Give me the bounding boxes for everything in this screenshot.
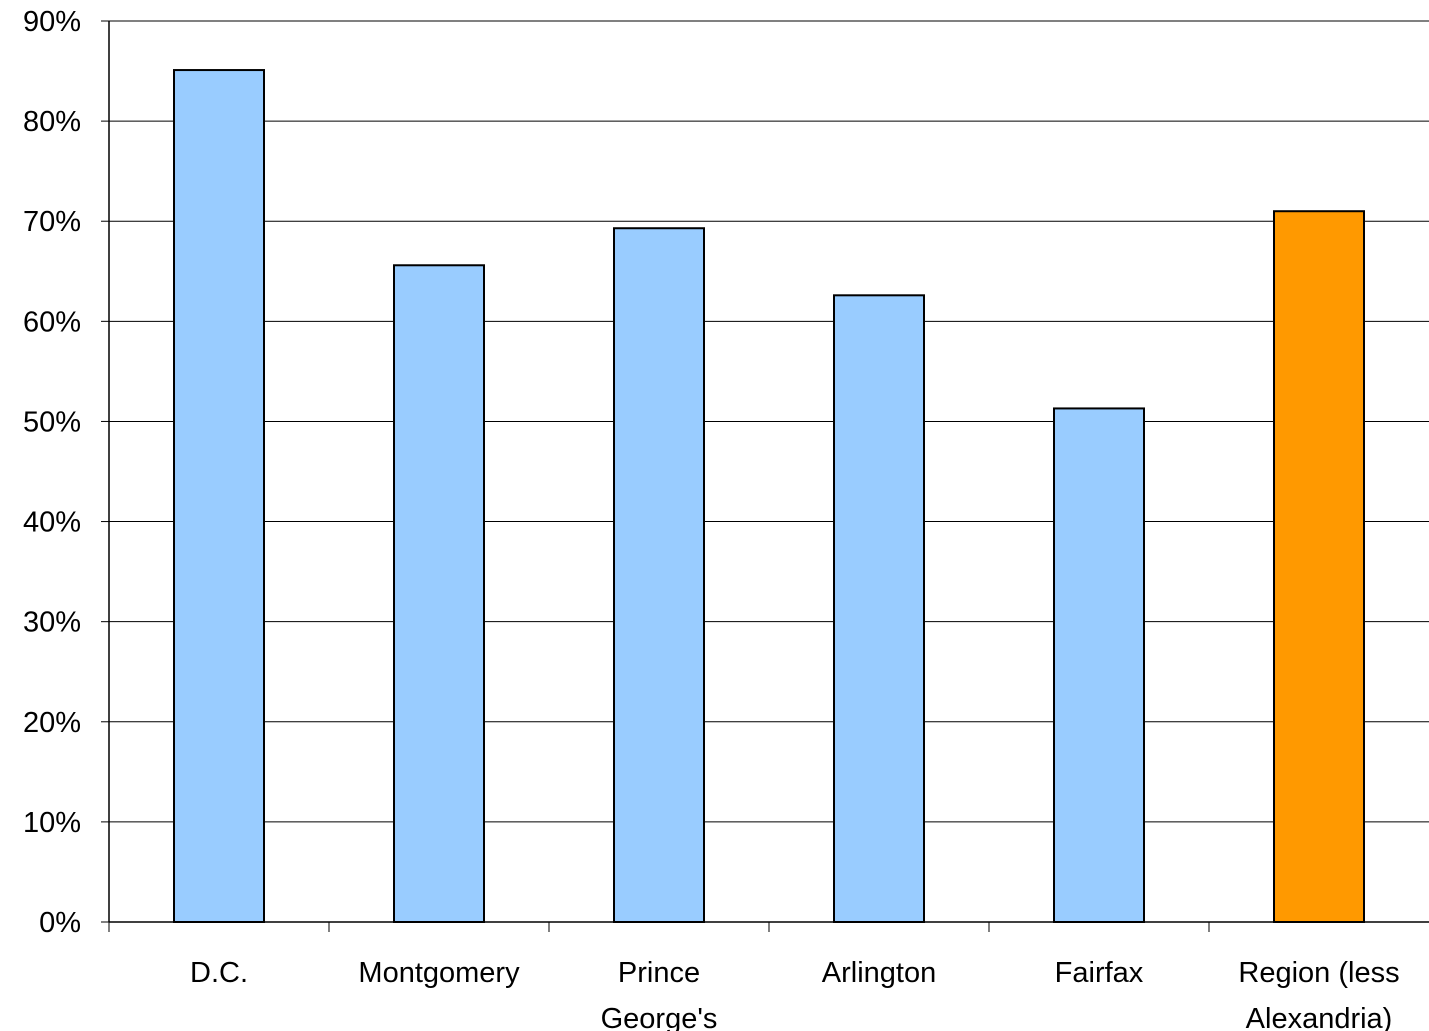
x-tick-label: Prince George's (601, 957, 718, 1031)
x-tick-label-line: George's (601, 1003, 718, 1031)
x-tick-label: Montgomery (358, 957, 520, 989)
y-tick-label: 10% (23, 807, 81, 839)
y-tick-label: 20% (23, 707, 81, 739)
bars (173, 69, 1365, 924)
x-tick-label-line: Arlington (822, 957, 936, 989)
y-tick-label: 80% (23, 106, 81, 138)
bar (833, 294, 925, 923)
x-tick-label-line: Prince (618, 957, 700, 989)
gridlines (109, 20, 1429, 823)
y-tick-label: 30% (23, 607, 81, 639)
x-tick-label-line: Region (less (1238, 957, 1399, 989)
x-tick-label-line: Montgomery (358, 957, 520, 989)
y-tick-label: 70% (23, 206, 81, 238)
y-tick-label: 40% (23, 507, 81, 539)
y-tick-labels: 0% 10% 20% 30% 40% 50% 60% 70% 80% 90% (23, 6, 81, 939)
x-tick-label: Arlington (822, 957, 936, 989)
x-tick-label: Fairfax (1055, 957, 1144, 989)
bar (1273, 210, 1365, 923)
bar (1053, 407, 1145, 923)
x-tick-label: D.C. (190, 957, 248, 989)
x-tick-label-line: Fairfax (1055, 957, 1144, 989)
y-tick-label: 50% (23, 406, 81, 438)
x-tick-label: Region (less Alexandria) (1238, 957, 1399, 1031)
axes (101, 20, 1429, 932)
bar (613, 227, 705, 924)
x-tick-label-line: Alexandria) (1246, 1003, 1393, 1031)
x-tick-label-line: D.C. (190, 957, 248, 989)
y-tick-label: 60% (23, 306, 81, 338)
y-tick-label: 90% (23, 6, 81, 38)
y-tick-label: 0% (39, 907, 81, 939)
bar (393, 264, 485, 923)
x-tick-labels: D.C. Montgomery Prince George's Arlington Fai… (190, 957, 1400, 1031)
bar (173, 69, 265, 923)
